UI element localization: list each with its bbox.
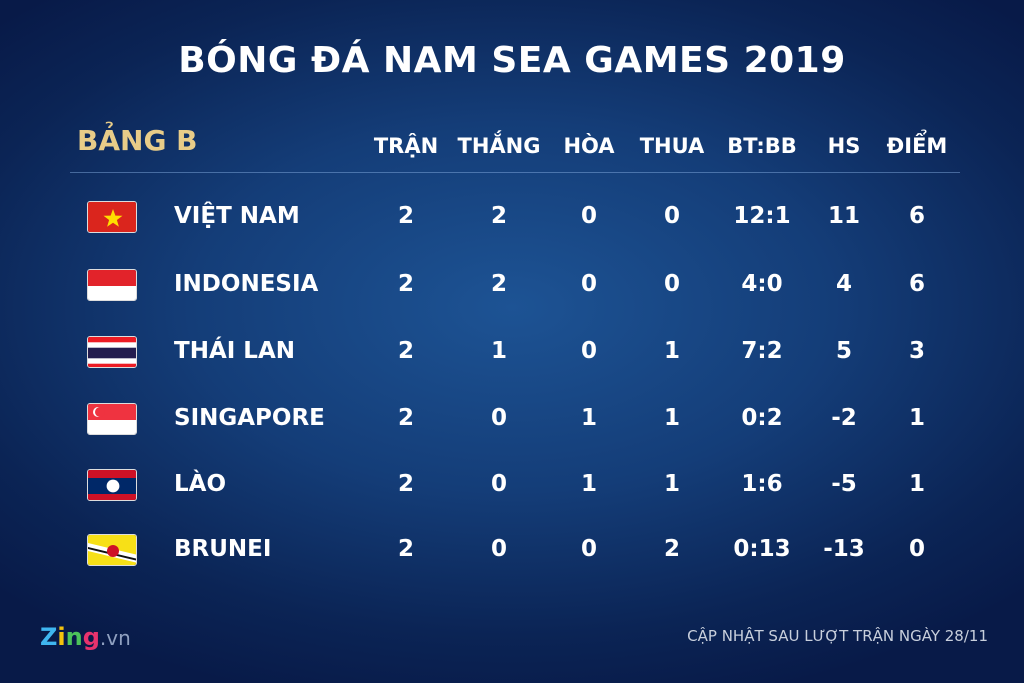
stat-cell: 2 [397, 471, 415, 497]
column-header: THUA [639, 134, 705, 158]
stat-cell: 0 [490, 471, 508, 497]
team-name: BRUNEI [174, 536, 272, 562]
stat-cell: 1:6 [741, 471, 783, 497]
stat-cell: 5 [835, 338, 853, 364]
stat-cell: 0 [580, 536, 598, 562]
vietnam-flag-icon [87, 201, 137, 233]
stat-cell: 3 [908, 338, 926, 364]
stat-cell: 0 [580, 271, 598, 297]
group-label: BẢNG B [77, 124, 198, 157]
column-header: THẮNG [457, 134, 541, 158]
stat-cell: 2 [397, 405, 415, 431]
thailand-flag-icon [87, 336, 137, 368]
stat-cell: 2 [397, 338, 415, 364]
stat-cell: -2 [831, 405, 857, 431]
stat-cell: 2 [490, 271, 508, 297]
zing-logo: Zing.vn [40, 623, 131, 651]
table-row: VIỆT NAM 2 2 0 0 12:1 11 6 [0, 197, 1024, 237]
stat-cell: -13 [823, 536, 865, 562]
stat-cell: 1 [580, 405, 598, 431]
stat-cell: 0:13 [733, 536, 791, 562]
stat-cell: 2 [397, 271, 415, 297]
stat-cell: 0 [490, 405, 508, 431]
team-name: LÀO [174, 471, 227, 497]
stat-cell: 2 [490, 203, 508, 229]
table-row: INDONESIA 2 2 0 0 4:0 4 6 [0, 265, 1024, 305]
table-row: THÁI LAN 2 1 0 1 7:2 5 3 [0, 332, 1024, 372]
stat-cell: 12:1 [733, 203, 791, 229]
team-name: THÁI LAN [174, 338, 296, 364]
team-name: SINGAPORE [174, 405, 325, 431]
logo-suffix: .vn [99, 626, 131, 650]
stat-cell: 1 [663, 338, 681, 364]
stat-cell: -5 [831, 471, 857, 497]
table-row: SINGAPORE 2 0 1 1 0:2 -2 1 [0, 399, 1024, 439]
stat-cell: 11 [827, 203, 861, 229]
stat-cell: 1 [908, 471, 926, 497]
singapore-flag-icon [87, 403, 137, 435]
stat-cell: 6 [908, 271, 926, 297]
stat-cell: 2 [397, 203, 415, 229]
stat-cell: 2 [663, 536, 681, 562]
indonesia-flag-icon [87, 269, 137, 301]
stat-cell: 6 [908, 203, 926, 229]
stat-cell: 1 [908, 405, 926, 431]
laos-flag-icon [87, 469, 137, 501]
stat-cell: 0 [663, 271, 681, 297]
stat-cell: 0 [663, 203, 681, 229]
stat-cell: 1 [580, 471, 598, 497]
column-header: HÒA [563, 134, 615, 158]
header-divider [70, 172, 960, 173]
stat-cell: 7:2 [741, 338, 783, 364]
table-row: LÀO 2 0 1 1 1:6 -5 1 [0, 465, 1024, 505]
stat-cell: 1 [490, 338, 508, 364]
column-header: BT:BB [727, 134, 797, 158]
page-title: BÓNG ĐÁ NAM SEA GAMES 2019 [178, 40, 846, 81]
stat-cell: 2 [397, 536, 415, 562]
column-header: HS [827, 134, 861, 158]
stat-cell: 4:0 [741, 271, 783, 297]
column-header: ĐIỂM [886, 134, 948, 158]
stat-cell: 4 [835, 271, 853, 297]
column-header: TRẬN [373, 134, 439, 158]
brunei-flag-icon [87, 534, 137, 566]
table-row: BRUNEI 2 0 0 2 0:13 -13 0 [0, 530, 1024, 570]
update-note: CẬP NHẬT SAU LƯỢT TRẬN NGÀY 28/11 [687, 627, 988, 645]
team-name: VIỆT NAM [174, 203, 300, 229]
stat-cell: 0 [580, 203, 598, 229]
stat-cell: 0 [908, 536, 926, 562]
stat-cell: 0:2 [741, 405, 783, 431]
stat-cell: 1 [663, 471, 681, 497]
stat-cell: 1 [663, 405, 681, 431]
stat-cell: 0 [580, 338, 598, 364]
team-name: INDONESIA [174, 271, 319, 297]
stat-cell: 0 [490, 536, 508, 562]
